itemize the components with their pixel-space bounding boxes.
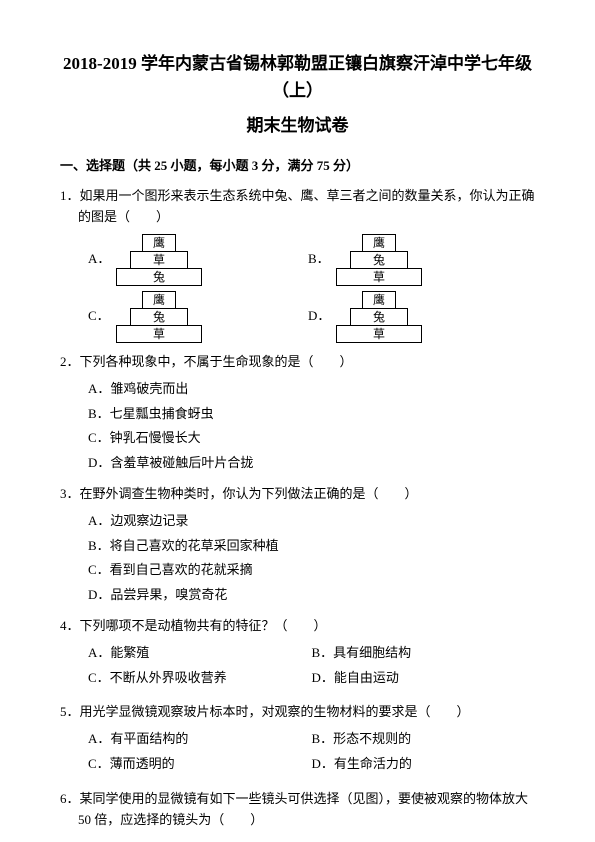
q3-num: 3． xyxy=(60,486,80,501)
pyr-box: 草 xyxy=(336,325,422,343)
q4-optC: C．不断从外界吸收营养 xyxy=(88,668,312,689)
q1-figB: 鹰 兔 草 xyxy=(336,234,422,285)
question-4: 4．下列哪项不是动植物共有的特征？（ ） A．能繁殖 B．具有细胞结构 C．不断… xyxy=(60,616,535,692)
q5-optB: B．形态不规则的 xyxy=(312,729,536,750)
q2-num: 2． xyxy=(60,354,80,369)
question-2: 2．下列各种现象中，不属于生命现象的是（ ） A．雏鸡破壳而出 B．七星瓢虫捕食… xyxy=(60,352,535,474)
q5-num: 5． xyxy=(60,704,80,719)
q6-body: 某同学使用的显微镜有如下一些镜头可供选择（见图），要使被观察的物体放大 50 倍… xyxy=(78,791,528,827)
pyr-box: 兔 xyxy=(116,268,202,286)
q3-optC: C．看到自己喜欢的花就采摘 xyxy=(60,560,535,581)
q1-optC-label: C． xyxy=(88,306,108,327)
q1-text: 1．如果用一个图形来表示生态系统中兔、鹰、草三者之间的数量关系，你认为正确的图是… xyxy=(60,186,535,228)
page-title-line2: 期末生物试卷 xyxy=(60,112,535,139)
pyr-box: 鹰 xyxy=(362,291,396,309)
q1-figA: 鹰 草 兔 xyxy=(116,234,202,285)
q2-body: 下列各种现象中，不属于生命现象的是（ ） xyxy=(80,354,353,369)
q4-num: 4． xyxy=(60,618,80,633)
q5-optC: C．薄而透明的 xyxy=(88,754,312,775)
q2-text: 2．下列各种现象中，不属于生命现象的是（ ） xyxy=(60,352,535,373)
pyr-box: 兔 xyxy=(130,308,188,326)
q1-optB-label: B． xyxy=(308,249,328,270)
q5-optA: A．有平面结构的 xyxy=(88,729,312,750)
q3-optA: A．边观察边记录 xyxy=(60,511,535,532)
question-3: 3．在野外调查生物种类时，你认为下列做法正确的是（ ） A．边观察边记录 B．将… xyxy=(60,484,535,606)
q1-figD: 鹰 兔 草 xyxy=(336,291,422,342)
q4-optB: B．具有细胞结构 xyxy=(312,643,536,664)
q3-text: 3．在野外调查生物种类时，你认为下列做法正确的是（ ） xyxy=(60,484,535,505)
q5-optD: D．有生命活力的 xyxy=(312,754,536,775)
q1-optA-label: A． xyxy=(88,249,108,270)
section-header: 一、选择题（共 25 小题，每小题 3 分，满分 75 分） xyxy=(60,156,535,177)
page-title-line1: 2018-2019 学年内蒙古省锡林郭勒盟正镶白旗察汗淖中学七年级（上） xyxy=(60,50,535,104)
q4-optD: D．能自由运动 xyxy=(312,668,536,689)
q1-body: 如果用一个图形来表示生态系统中兔、鹰、草三者之间的数量关系，你认为正确的图是（ … xyxy=(78,188,535,224)
pyr-box: 兔 xyxy=(350,251,408,269)
pyr-box: 草 xyxy=(130,251,188,269)
q4-body: 下列哪项不是动植物共有的特征？（ ） xyxy=(80,618,327,633)
q5-body: 用光学显微镜观察玻片标本时，对观察的生物材料的要求是（ ） xyxy=(80,704,470,719)
q3-body: 在野外调查生物种类时，你认为下列做法正确的是（ ） xyxy=(80,486,418,501)
pyr-box: 鹰 xyxy=(362,234,396,252)
question-5: 5．用光学显微镜观察玻片标本时，对观察的生物材料的要求是（ ） A．有平面结构的… xyxy=(60,702,535,778)
q2-optD: D．含羞草被碰触后叶片合拢 xyxy=(60,453,535,474)
q3-optB: B．将自己喜欢的花草采回家种植 xyxy=(60,536,535,557)
pyr-box: 鹰 xyxy=(142,291,176,309)
pyr-box: 兔 xyxy=(350,308,408,326)
q4-optA: A．能繁殖 xyxy=(88,643,312,664)
q3-optD: D．品尝异果，嗅赏奇花 xyxy=(60,585,535,606)
question-6: 6．某同学使用的显微镜有如下一些镜头可供选择（见图），要使被观察的物体放大 50… xyxy=(60,789,535,831)
question-1: 1．如果用一个图形来表示生态系统中兔、鹰、草三者之间的数量关系，你认为正确的图是… xyxy=(60,186,535,342)
q6-num: 6． xyxy=(60,791,80,806)
pyr-box: 草 xyxy=(116,325,202,343)
q2-optA: A．雏鸡破壳而出 xyxy=(60,379,535,400)
q1-num: 1． xyxy=(60,188,80,203)
q2-optB: B．七星瓢虫捕食蚜虫 xyxy=(60,404,535,425)
q6-text: 6．某同学使用的显微镜有如下一些镜头可供选择（见图），要使被观察的物体放大 50… xyxy=(60,789,535,831)
q2-optC: C．钟乳石慢慢长大 xyxy=(60,428,535,449)
q1-optD-label: D． xyxy=(308,306,328,327)
q4-text: 4．下列哪项不是动植物共有的特征？（ ） xyxy=(60,616,535,637)
q1-figC: 鹰 兔 草 xyxy=(116,291,202,342)
pyr-box: 鹰 xyxy=(142,234,176,252)
pyr-box: 草 xyxy=(336,268,422,286)
q5-text: 5．用光学显微镜观察玻片标本时，对观察的生物材料的要求是（ ） xyxy=(60,702,535,723)
